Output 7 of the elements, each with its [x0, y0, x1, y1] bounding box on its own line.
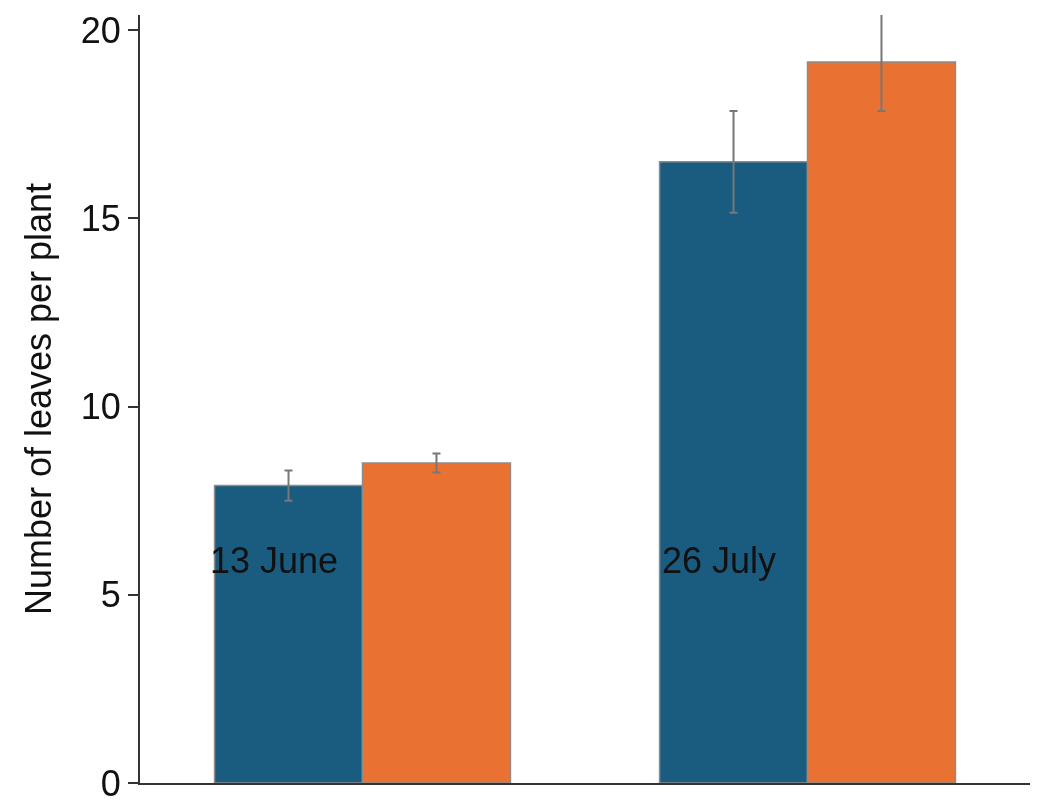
y-tick-label: 10: [80, 386, 121, 428]
y-tick-label: 20: [80, 9, 121, 51]
y-axis-title: Number of leaves per plant: [18, 182, 60, 616]
x-tick-label: 26 July: [662, 540, 777, 581]
y-tick-label: 5: [100, 574, 121, 616]
y-tick-label: 0: [100, 762, 121, 804]
y-tick-label: 15: [80, 197, 121, 239]
